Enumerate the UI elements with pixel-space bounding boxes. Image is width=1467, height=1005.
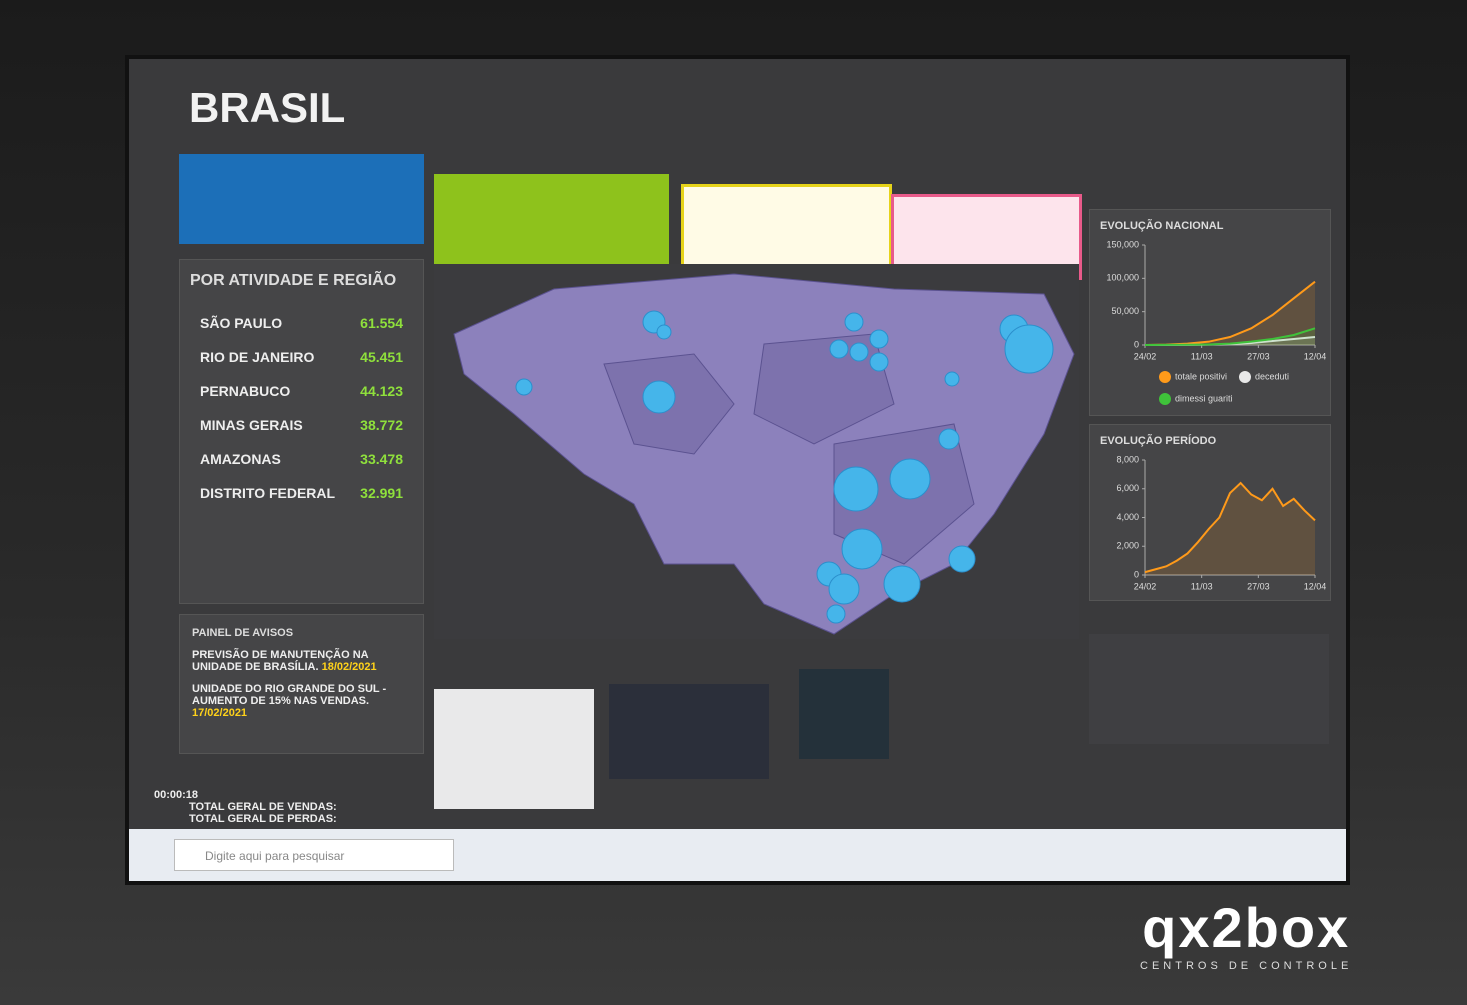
notices-panel: PAINEL DE AVISOS PREVISÃO DE MANUTENÇÃO … <box>179 614 424 754</box>
region-list: SÃO PAULO 61.554 RIO DE JANEIRO 45.451 PERNA… <box>190 315 413 501</box>
notice-date: 17/02/2021 <box>192 707 248 719</box>
chart-title: EVOLUÇÃO NACIONAL <box>1100 219 1224 232</box>
title: BRASIL <box>189 84 346 131</box>
x-tick-label: 27/03 <box>1247 581 1270 591</box>
region-value: 32.991 <box>360 485 403 501</box>
region-value: 45.451 <box>360 349 403 365</box>
timer: 00:00:18 <box>154 789 199 801</box>
brand-name: qx2box <box>1142 896 1351 959</box>
x-tick-label: 12/04 <box>1304 351 1327 361</box>
region-row: PERNABUCO 44.123 <box>200 383 403 399</box>
national-chart: EVOLUÇÃO NACIONAL 0 50,000 100,000 150,000 24… <box>1089 209 1331 416</box>
y-tick-label: 6,000 <box>1116 483 1139 493</box>
y-tick-label: 50,000 <box>1111 306 1139 316</box>
regions-panel: POR ATIVIDADE E REGIÃO SÃO PAULO 61.554 RI… <box>179 259 424 604</box>
footer: 00:00:18 TOTAL GERAL DE VENDAS: TOTAL GE… <box>154 789 337 825</box>
legend-label: dimessi guariti <box>1175 393 1233 403</box>
y-tick-label: 100,000 <box>1106 273 1139 283</box>
thumbnail <box>799 669 889 759</box>
region-name: SÃO PAULO <box>200 315 283 331</box>
area <box>1145 483 1315 575</box>
thumbnail <box>609 684 769 779</box>
legend-swatch <box>1239 371 1251 383</box>
line <box>1144 481 1316 574</box>
region-row: DISTRITO FEDERAL 32.991 <box>200 485 403 501</box>
footer-line: TOTAL GERAL DE PERDAS: <box>189 813 337 825</box>
x-tick-label: 24/02 <box>1134 581 1157 591</box>
region-row: MINAS GERAIS 38.772 <box>200 417 403 433</box>
y-tick-label: 150,000 <box>1106 239 1139 249</box>
region-value: 38.772 <box>360 417 403 433</box>
region-name: RIO DE JANEIRO <box>200 349 315 365</box>
region-name: DISTRITO FEDERAL <box>200 485 336 501</box>
footer-line: TOTAL GERAL DE VENDAS: <box>189 801 337 813</box>
region-name: MINAS GERAIS <box>200 417 303 433</box>
region-name: PERNABUCO <box>200 383 291 399</box>
notice-text: PREVISÃO DE MANUTENÇÃO NA UNIDADE DE BRA… <box>192 649 369 673</box>
region-value: 33.478 <box>360 451 403 467</box>
map <box>434 264 1079 639</box>
region-value: 44.123 <box>360 383 403 399</box>
x-tick-label: 27/03 <box>1247 351 1270 361</box>
region-name: AMAZONAS <box>200 451 281 467</box>
taskbar: Digite aqui para pesquisar <box>129 829 1346 881</box>
y-tick-label: 2,000 <box>1116 541 1139 551</box>
notice: UNIDADE DO RIO GRANDE DO SUL - AUMENTO D… <box>192 683 411 719</box>
log-panel <box>1089 634 1329 744</box>
notice-text: UNIDADE DO RIO GRANDE DO SUL - AUMENTO D… <box>192 683 387 707</box>
x-tick-label: 11/03 <box>1191 581 1213 591</box>
widget <box>434 174 669 264</box>
chart-title: EVOLUÇÃO PERÍODO <box>1100 434 1217 447</box>
region-row: SÃO PAULO 61.554 <box>200 315 403 331</box>
region-row: AMAZONAS 33.478 <box>200 451 403 467</box>
region-value: 61.554 <box>360 315 403 331</box>
notice-date: 18/02/2021 <box>321 661 377 673</box>
screen: BRASIL POR ATIVIDADE E REGIÃO SÃO PAULO 6… <box>125 55 1350 885</box>
search-box[interactable]: Digite aqui para pesquisar <box>174 839 454 871</box>
area <box>1145 281 1315 345</box>
widget <box>681 184 892 275</box>
x-tick-label: 12/04 <box>1304 581 1327 591</box>
area <box>1145 337 1315 345</box>
legend-label: deceduti <box>1255 371 1289 381</box>
legend-label: totale positivi <box>1175 371 1227 381</box>
legend-swatch <box>1159 393 1171 405</box>
brand-tagline: CENTROS DE CONTROLE <box>1140 960 1353 972</box>
legend-swatch <box>1159 371 1171 383</box>
y-tick-label: 4,000 <box>1116 512 1139 522</box>
y-tick-label: 0 <box>1134 569 1139 579</box>
panel-title: POR ATIVIDADE E REGIÃO <box>190 272 397 289</box>
panel-title: PAINEL DE AVISOS <box>192 627 294 639</box>
notice-list: PREVISÃO DE MANUTENÇÃO NA UNIDADE DE BRA… <box>192 649 411 719</box>
y-tick-label: 8,000 <box>1116 454 1139 464</box>
area <box>1145 328 1315 345</box>
x-tick-label: 24/02 <box>1134 351 1157 361</box>
x-tick-label: 11/03 <box>1191 351 1213 361</box>
brand: qx2box CENTROS DE CONTROLE <box>1140 895 1352 972</box>
thumbnail <box>434 689 594 809</box>
region-row: RIO DE JANEIRO 45.451 <box>200 349 403 365</box>
period-chart: EVOLUÇÃO PERÍODO 0 2,000 4,000 6,000 8,000 24/… <box>1089 424 1331 601</box>
line <box>1144 327 1316 346</box>
y-tick-label: 0 <box>1134 339 1139 349</box>
notice: PREVISÃO DE MANUTENÇÃO NA UNIDADE DE BRA… <box>192 649 411 673</box>
widget <box>179 154 424 244</box>
